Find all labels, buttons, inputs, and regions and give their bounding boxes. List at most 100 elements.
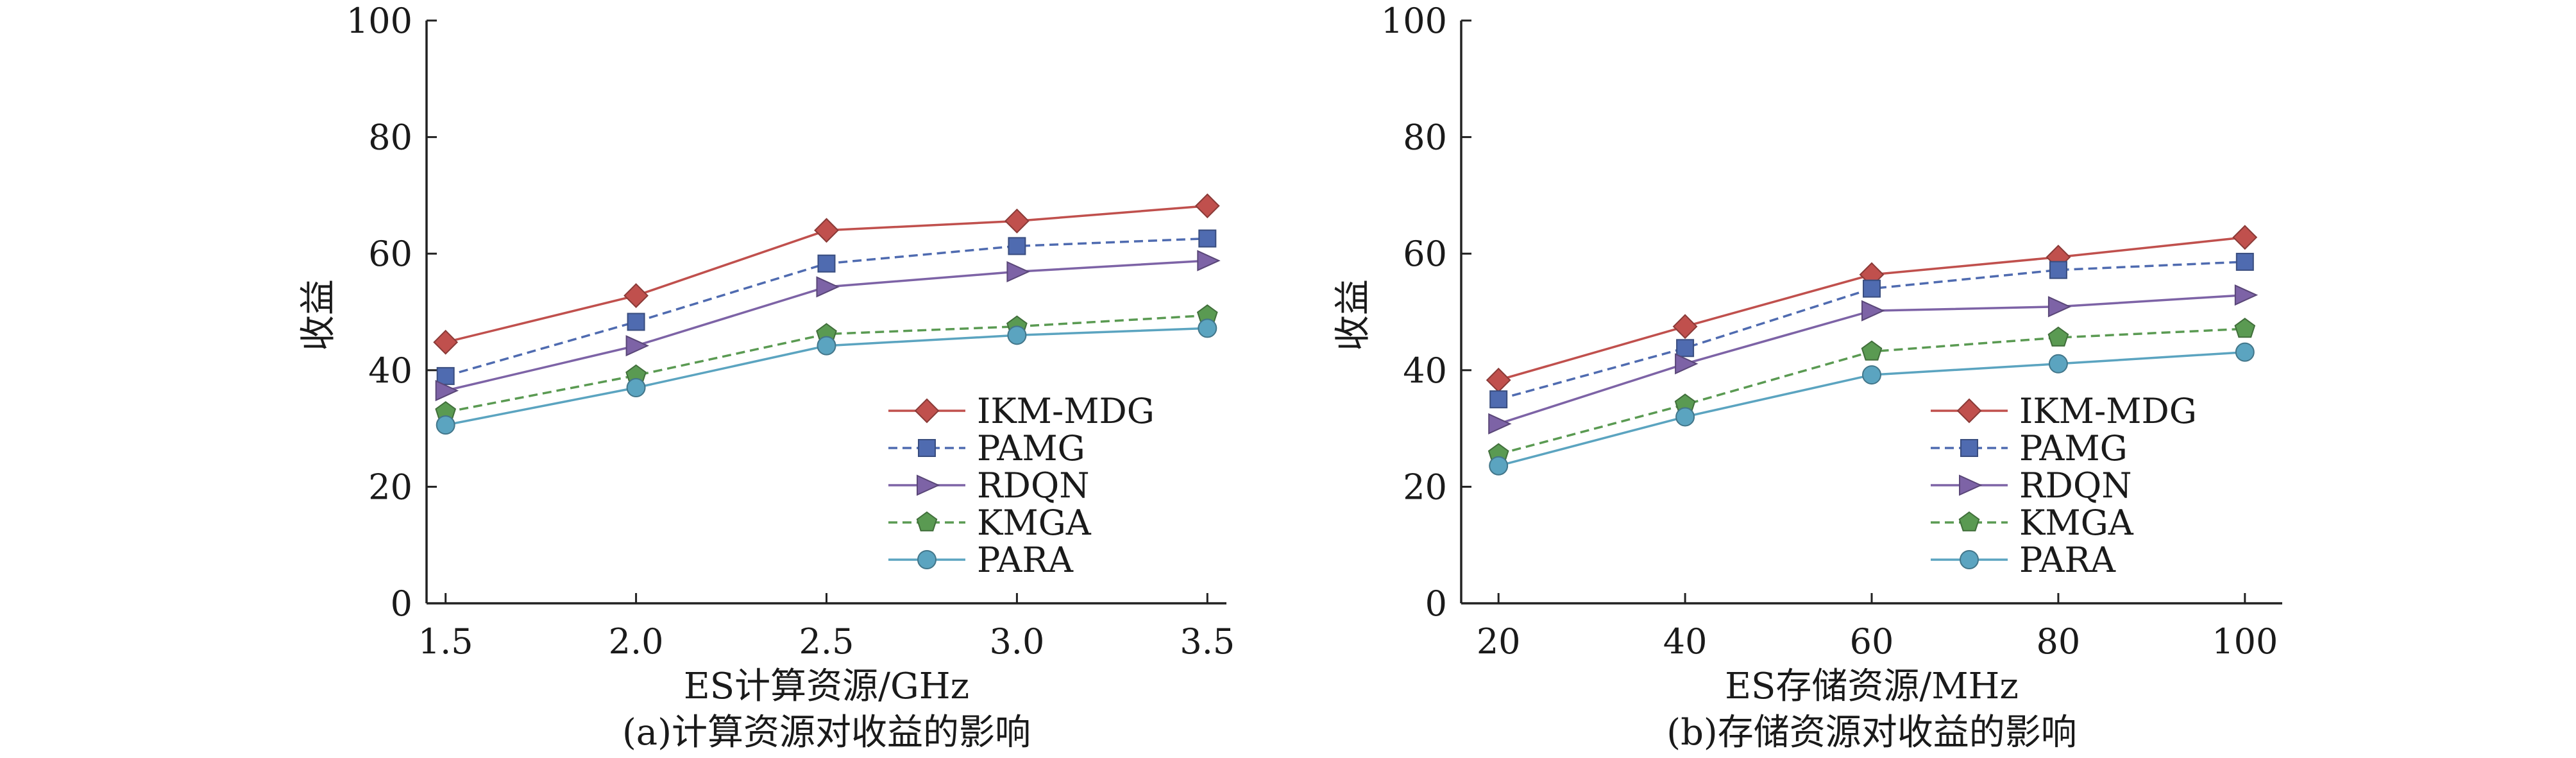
y-tick-label: 40 [1403,350,1447,391]
data-point-marker [1486,367,1511,393]
data-point-marker [2232,225,2258,250]
data-point-marker [1861,340,1883,361]
figure-caption: (a)计算资源对收益的影响 [622,712,1031,754]
y-tick-label: 100 [1381,1,1447,41]
legend-label: PARA [977,540,1074,580]
data-point-marker [817,254,836,273]
data-point-marker [1198,229,1217,248]
series-ikm-mdg [433,193,1220,355]
data-point-marker [623,283,649,308]
series-rdqn [1488,284,2258,435]
x-tick-label: 100 [2212,621,2278,662]
x-tick-label: 60 [1850,621,1894,662]
data-point-marker [2047,296,2072,318]
y-tick-label: 20 [368,467,412,507]
x-tick-label: 80 [2037,621,2081,662]
y-tick-label: 100 [346,1,412,41]
data-point-marker [436,415,455,435]
legend-label: RDQN [977,465,1089,506]
data-point-marker [626,378,646,398]
figure-caption: (b)存储资源对收益的影响 [1666,712,2077,754]
series-para [1489,342,2255,476]
x-axis-title: ES存储资源/MHz [1725,666,2019,707]
data-point-marker [1861,300,1885,322]
data-point-marker [433,329,459,355]
y-tick-label: 40 [368,350,412,391]
data-point-marker [2234,284,2258,306]
legend-marker [917,474,940,496]
x-tick-label: 20 [1477,621,1521,662]
x-tick-label: 3.5 [1180,621,1235,662]
legend-label: PAMG [2019,428,2128,469]
legend-marker [918,439,936,457]
series-kmga [1487,318,2256,463]
legend-marker [914,398,940,424]
legend-marker [917,550,936,569]
legend-marker [1958,511,1980,531]
data-point-marker [2235,342,2255,362]
data-point-marker [1007,325,1027,345]
data-point-marker [1198,318,1217,338]
legend-label: KMGA [2019,503,2134,543]
data-point-marker [2049,261,2067,279]
x-tick-label: 3.0 [989,621,1044,662]
data-point-marker [817,336,836,356]
legend-marker [1960,439,1978,457]
legend-marker [916,511,938,531]
series-para [436,318,1217,435]
data-point-marker [2047,326,2069,347]
legend-marker [1959,474,1983,496]
y-tick-label: 0 [391,583,412,624]
x-tick-label: 40 [1663,621,1707,662]
data-point-marker [1672,314,1698,340]
data-point-marker [436,366,455,385]
data-point-marker [1488,413,1512,435]
legend-marker [1956,398,1982,424]
series-rdqn [435,250,1221,402]
y-tick-label: 80 [368,117,412,158]
y-tick-label: 60 [1403,234,1447,274]
data-point-marker [1489,390,1508,409]
data-point-marker [1675,353,1699,375]
x-tick-label: 2.0 [609,621,664,662]
data-point-marker [627,313,645,331]
data-point-marker [1006,261,1030,282]
data-point-marker [814,218,839,243]
chart-panel-b: 0 20 40 60 80 100 20 40 60 80 100 ES存储资源/MHz 收益 (b)存储… [1332,1,2282,754]
legend-label: RDQN [2019,465,2131,506]
data-point-marker [1004,208,1030,234]
legend-label: PAMG [977,428,1085,469]
y-tick-label: 80 [1403,117,1447,158]
y-axis-title: 收益 [1332,279,1374,351]
legend-label: KMGA [977,503,1092,543]
chart-panel-a: 0 20 40 60 80 100 1.5 2.0 2.5 3.0 3.5 ES计算资源/GHz 收益 (… [298,1,1235,754]
series-pamg [1489,252,2254,409]
x-tick-label: 2.5 [799,621,854,662]
data-point-marker [1008,237,1026,255]
data-point-marker [2235,252,2254,271]
data-point-marker [1197,250,1221,271]
data-point-marker [1863,279,1881,298]
x-tick-label: 1.5 [418,621,473,662]
y-tick-label: 20 [1403,467,1447,507]
y-tick-label: 0 [1425,583,1447,624]
data-point-marker [1676,339,1695,357]
data-point-marker [2048,354,2068,374]
y-tick-label: 60 [368,234,412,274]
data-point-marker [1675,407,1695,427]
legend-marker [1960,550,1979,569]
series-pamg [436,229,1217,385]
data-point-marker [816,276,840,298]
y-axis-title: 收益 [298,279,339,351]
x-axis-title: ES计算资源/GHz [684,666,969,707]
data-point-marker [1862,365,1881,385]
data-point-marker [2234,318,2256,338]
data-point-marker [435,380,459,402]
legend-label: PARA [2019,540,2116,580]
legend-label: IKM-MDG [977,391,1155,431]
data-point-marker [1489,456,1509,476]
data-point-marker [1194,193,1220,219]
legend-label: IKM-MDG [2019,391,2197,431]
data-point-marker [625,335,650,357]
